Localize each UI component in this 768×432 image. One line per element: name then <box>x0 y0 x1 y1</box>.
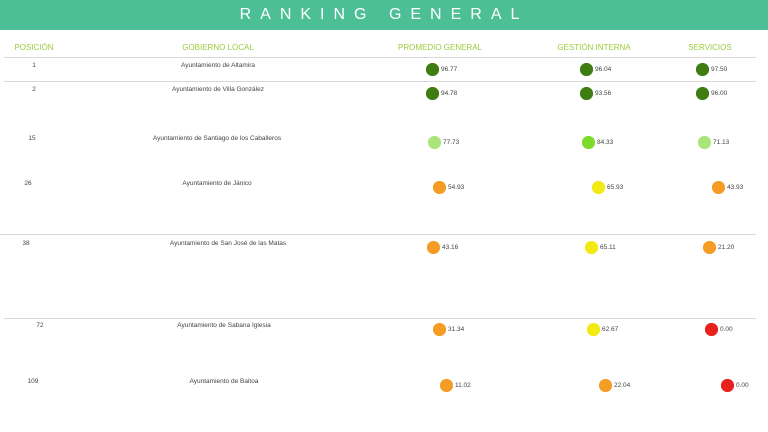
promedio-general-score: 54.93 <box>448 184 465 191</box>
promedio-general-score: 94.78 <box>441 90 458 97</box>
servicios-score: 21.20 <box>718 244 735 251</box>
promedio-general-score: 96.77 <box>441 66 458 73</box>
gestion-interna-score: 22.04 <box>614 382 631 389</box>
local-government-name: Ayuntamiento de San José de las Matas <box>169 240 287 247</box>
gestion-interna-indicator-icon <box>581 136 595 149</box>
servicios-score: 43.93 <box>727 184 744 191</box>
servicios-indicator-icon <box>704 323 718 336</box>
gestion-interna-indicator-icon <box>598 379 612 392</box>
position-value: 2 <box>32 86 36 93</box>
gestion-interna-indicator-icon <box>584 241 598 254</box>
gestion-interna-score: 65.11 <box>600 244 616 251</box>
promedio-general-indicator-icon <box>425 63 439 76</box>
position-value: 15 <box>28 135 36 142</box>
servicios-score: 0.00 <box>720 326 733 333</box>
promedio-general-indicator-icon <box>439 379 453 392</box>
local-government-name: Ayuntamiento de Jánico <box>182 180 252 187</box>
position-value: 26 <box>24 180 32 187</box>
promedio-general-indicator-icon <box>426 241 440 254</box>
position-value: 38 <box>22 240 30 247</box>
servicios-indicator-icon <box>697 136 711 149</box>
position-value: 1 <box>32 62 36 69</box>
title-banner: RANKING GENERAL <box>0 0 768 30</box>
local-government-name: Ayuntamiento de Villa González <box>172 86 264 93</box>
promedio-general-score: 31.34 <box>448 326 465 333</box>
servicios-indicator-icon <box>711 181 725 194</box>
header-servicios: SERVICIOS <box>688 43 732 52</box>
gestion-interna-score: 62.67 <box>602 326 619 333</box>
header-gobierno-local: GOBIERNO LOCAL <box>182 43 254 52</box>
gestion-interna-score: 84.33 <box>597 139 614 146</box>
servicios-score: 97.50 <box>711 66 728 73</box>
servicios-indicator-icon <box>695 87 709 100</box>
gestion-interna-indicator-icon <box>579 87 593 100</box>
promedio-general-indicator-icon <box>425 87 439 100</box>
servicios-score: 0.00 <box>736 382 749 389</box>
gestion-interna-score: 93.56 <box>595 90 612 97</box>
local-government-name: Ayuntamiento de Altamira <box>181 62 255 69</box>
promedio-general-indicator-icon <box>432 323 446 336</box>
local-government-name: Ayuntamiento de Sabana Iglesia <box>177 322 271 329</box>
position-value: 72 <box>36 322 44 329</box>
header-gestion-interna: GESTIÓN INTERNA <box>557 43 631 52</box>
row-divider <box>4 81 756 82</box>
row-divider <box>0 234 756 235</box>
servicios-score: 96.00 <box>711 90 728 97</box>
gestion-interna-indicator-icon <box>591 181 605 194</box>
position-value: 109 <box>27 378 39 385</box>
gestion-interna-indicator-icon <box>586 323 600 336</box>
header-promedio-general: PROMEDIO GENERAL <box>397 43 483 52</box>
gestion-interna-score: 65.93 <box>607 184 624 191</box>
header-posicion: POSICIÓN <box>14 43 54 52</box>
promedio-general-score: 11.02 <box>455 382 471 389</box>
promedio-general-indicator-icon <box>427 136 441 149</box>
gestion-interna-indicator-icon <box>579 63 593 76</box>
gestion-interna-score: 96.04 <box>595 66 612 73</box>
promedio-general-score: 43.16 <box>442 244 459 251</box>
servicios-indicator-icon <box>720 379 734 392</box>
promedio-general-indicator-icon <box>432 181 446 194</box>
local-government-name: Ayuntamiento de Baitoa <box>189 378 259 385</box>
row-divider <box>4 318 756 319</box>
promedio-general-score: 77.73 <box>443 139 460 146</box>
header-divider <box>4 57 756 58</box>
servicios-indicator-icon <box>695 63 709 76</box>
servicios-score: 71.13 <box>713 139 730 146</box>
local-government-name: Ayuntamiento de Santiago de los Caballer… <box>152 135 282 142</box>
page-title: RANKING GENERAL <box>239 6 529 23</box>
servicios-indicator-icon <box>702 241 716 254</box>
